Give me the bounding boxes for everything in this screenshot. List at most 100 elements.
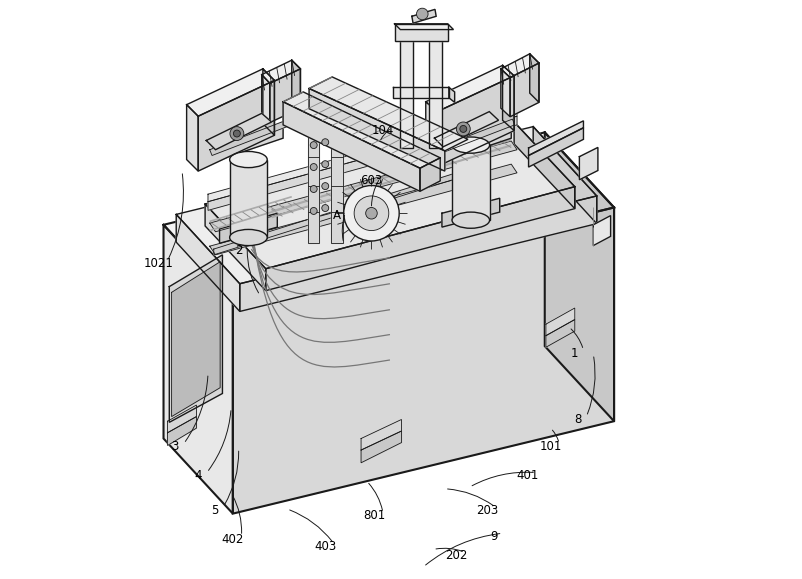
Polygon shape <box>168 405 196 433</box>
Polygon shape <box>502 65 513 131</box>
Text: 3: 3 <box>171 440 179 453</box>
Polygon shape <box>307 128 319 243</box>
Polygon shape <box>411 9 435 23</box>
Text: 202: 202 <box>444 549 467 562</box>
Text: 603: 603 <box>360 174 382 188</box>
Circle shape <box>456 122 470 136</box>
Polygon shape <box>213 173 456 255</box>
Polygon shape <box>434 112 498 147</box>
Polygon shape <box>393 87 448 98</box>
Polygon shape <box>269 69 300 123</box>
Polygon shape <box>208 109 516 201</box>
Text: 801: 801 <box>363 510 385 522</box>
Text: 402: 402 <box>221 533 244 545</box>
Circle shape <box>365 207 377 219</box>
Circle shape <box>416 8 427 20</box>
Text: 2: 2 <box>234 244 242 256</box>
Circle shape <box>354 196 388 230</box>
Polygon shape <box>419 158 439 191</box>
Polygon shape <box>186 69 274 116</box>
Polygon shape <box>437 76 513 167</box>
Ellipse shape <box>452 212 489 228</box>
Text: 4: 4 <box>194 469 201 482</box>
Polygon shape <box>209 141 516 232</box>
Circle shape <box>343 185 399 241</box>
Polygon shape <box>309 89 444 171</box>
Circle shape <box>322 161 328 168</box>
Ellipse shape <box>229 229 267 245</box>
Polygon shape <box>361 419 401 450</box>
Polygon shape <box>206 113 271 150</box>
Polygon shape <box>205 122 574 269</box>
Circle shape <box>310 207 317 214</box>
Polygon shape <box>186 105 198 171</box>
Polygon shape <box>164 225 233 514</box>
Polygon shape <box>400 27 412 148</box>
Text: A: A <box>332 209 340 222</box>
Polygon shape <box>394 24 448 41</box>
Polygon shape <box>229 160 267 237</box>
Text: 5: 5 <box>210 504 218 516</box>
Polygon shape <box>198 80 274 171</box>
Polygon shape <box>172 262 220 416</box>
Text: 8: 8 <box>573 413 581 426</box>
Text: 403: 403 <box>314 540 336 553</box>
Polygon shape <box>265 186 574 291</box>
Text: 1021: 1021 <box>144 257 173 270</box>
Polygon shape <box>528 121 583 156</box>
Polygon shape <box>545 320 574 347</box>
Polygon shape <box>262 69 274 135</box>
Polygon shape <box>169 255 222 422</box>
Polygon shape <box>544 133 614 421</box>
Circle shape <box>229 127 244 141</box>
Polygon shape <box>168 416 196 445</box>
Circle shape <box>322 139 328 146</box>
Text: 203: 203 <box>476 504 497 516</box>
Polygon shape <box>240 196 596 312</box>
Circle shape <box>233 130 240 137</box>
Polygon shape <box>579 148 597 179</box>
Polygon shape <box>261 75 269 123</box>
Polygon shape <box>283 92 439 168</box>
Text: 9: 9 <box>489 530 497 543</box>
Polygon shape <box>330 128 342 243</box>
Circle shape <box>310 164 317 170</box>
Polygon shape <box>437 119 514 154</box>
Polygon shape <box>164 133 614 300</box>
Text: 104: 104 <box>371 124 394 137</box>
Circle shape <box>310 142 317 149</box>
Polygon shape <box>545 308 574 336</box>
Polygon shape <box>528 128 583 167</box>
Text: 101: 101 <box>539 440 561 453</box>
Polygon shape <box>441 198 499 227</box>
Polygon shape <box>500 54 538 78</box>
Polygon shape <box>309 77 468 151</box>
Text: 401: 401 <box>516 469 538 482</box>
Polygon shape <box>513 122 574 208</box>
Polygon shape <box>261 60 300 83</box>
Polygon shape <box>500 69 509 117</box>
Polygon shape <box>425 102 437 167</box>
Polygon shape <box>361 431 401 463</box>
Polygon shape <box>394 24 453 30</box>
Polygon shape <box>209 121 287 156</box>
Polygon shape <box>208 116 516 210</box>
Polygon shape <box>176 214 240 312</box>
Circle shape <box>322 204 328 211</box>
Polygon shape <box>593 215 610 245</box>
Polygon shape <box>209 164 516 255</box>
Polygon shape <box>425 65 513 112</box>
Polygon shape <box>291 60 300 108</box>
Polygon shape <box>219 213 277 243</box>
Polygon shape <box>452 145 489 220</box>
Polygon shape <box>283 102 419 191</box>
Polygon shape <box>529 54 538 102</box>
Polygon shape <box>198 127 283 167</box>
Polygon shape <box>533 127 596 223</box>
Polygon shape <box>448 87 454 102</box>
Circle shape <box>310 185 317 192</box>
Ellipse shape <box>229 152 267 168</box>
Text: 1: 1 <box>570 347 577 360</box>
Polygon shape <box>509 63 538 117</box>
Circle shape <box>460 126 466 133</box>
